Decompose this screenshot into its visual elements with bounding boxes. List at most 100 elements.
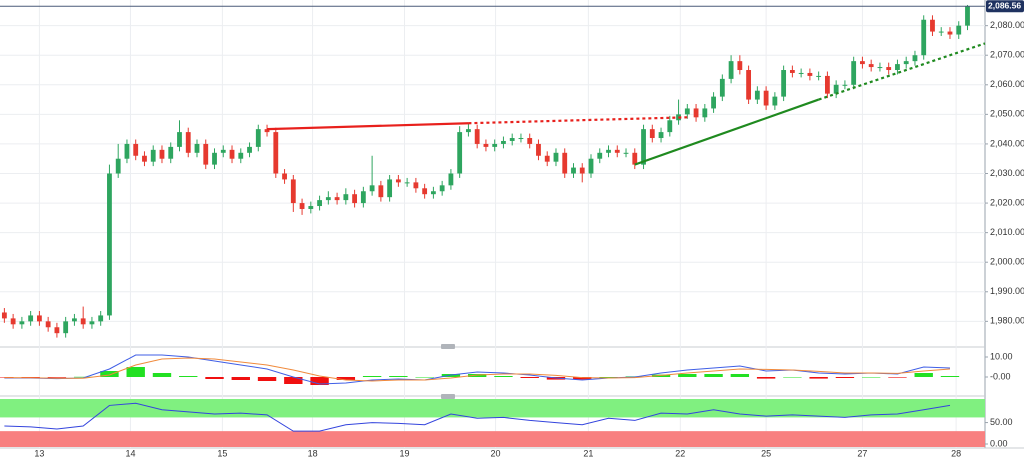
histogram-bar — [257, 377, 277, 381]
histogram-bar — [179, 376, 198, 377]
y-tick-label: 2,070.00 — [990, 50, 1024, 60]
candle-body — [466, 129, 471, 133]
histogram-bar — [914, 373, 933, 377]
histogram-bar — [783, 377, 802, 378]
candle-body — [255, 129, 261, 147]
candle-body — [527, 138, 533, 144]
y-tick-label: 2,060.00 — [990, 79, 1024, 89]
histogram-bar — [21, 377, 40, 378]
candle-body — [203, 143, 209, 165]
y-tick-label: 1,990.00 — [990, 286, 1024, 296]
candle-body — [430, 191, 436, 195]
candle-body — [754, 90, 760, 100]
histogram-bar — [47, 377, 67, 378]
candle-body — [439, 185, 445, 192]
candle-body — [142, 155, 147, 162]
candle-body — [851, 61, 857, 85]
candle-body — [264, 129, 270, 133]
resize-handle[interactable] — [441, 394, 455, 399]
x-tick-label: 22 — [675, 448, 685, 458]
candle-body — [194, 143, 200, 153]
histogram-bar — [730, 374, 750, 377]
candle-body — [133, 143, 139, 156]
candle-body — [28, 315, 34, 322]
candle-body — [19, 321, 25, 325]
candle-body — [816, 75, 822, 77]
candle-body — [571, 167, 576, 174]
candle-body — [273, 132, 279, 174]
candle-body — [728, 61, 734, 79]
histogram-bar — [756, 377, 776, 379]
candle-body — [684, 108, 690, 115]
candle-body — [641, 129, 646, 165]
histogram-bar — [888, 377, 907, 378]
candle-body — [518, 138, 524, 140]
histogram-bar — [152, 373, 172, 377]
candle-body — [562, 152, 568, 174]
histogram-bar — [415, 377, 434, 378]
histogram-bar — [73, 376, 93, 378]
candle-body — [623, 152, 629, 154]
oscillator-line — [4, 402, 951, 432]
y-tick-label: 2,000.00 — [990, 257, 1024, 267]
histogram-bar — [599, 377, 618, 378]
candle-body — [588, 158, 594, 174]
candle-body — [63, 321, 69, 334]
candle-body — [115, 158, 121, 174]
y-tick-label: 10.00 — [990, 351, 1013, 361]
candle-body — [404, 182, 410, 184]
candle-body — [807, 72, 813, 76]
histogram-bar — [231, 377, 250, 380]
candle-body — [553, 152, 559, 162]
candle-body — [868, 64, 874, 68]
candle-body — [72, 318, 77, 322]
candle-body — [956, 25, 962, 35]
candle-body — [597, 152, 603, 159]
candle-body — [536, 143, 541, 156]
histogram-bar — [835, 377, 855, 378]
candle-body — [833, 84, 839, 94]
candle-body — [229, 149, 235, 159]
trendline-extension — [468, 116, 688, 125]
x-tick-label: 14 — [125, 448, 135, 458]
candle-body — [369, 185, 375, 192]
candle-body — [719, 78, 725, 97]
histogram-bar — [100, 371, 119, 377]
candle-body — [360, 191, 366, 204]
candle-body — [483, 143, 489, 147]
candle-body — [282, 173, 287, 180]
candle-body — [711, 96, 716, 109]
histogram-bar — [126, 367, 145, 377]
candle-body — [737, 61, 743, 71]
y-tick-label: 1,980.00 — [990, 316, 1024, 326]
candle-body — [212, 152, 217, 165]
histogram-bar — [284, 377, 303, 384]
candle-body — [299, 203, 305, 209]
y-tick-label: 2,010.00 — [990, 227, 1024, 237]
histogram-bar — [704, 374, 723, 377]
y-tick-label: 2,080.00 — [990, 20, 1024, 30]
x-tick-label: 27 — [857, 448, 867, 458]
x-tick-label: 15 — [217, 448, 227, 458]
candle-body — [746, 70, 752, 100]
last-price-label: 2,086.56 — [988, 1, 1021, 11]
candle-body — [930, 19, 935, 32]
x-tick-label: 19 — [399, 448, 409, 458]
trendline-extension — [818, 42, 986, 101]
x-tick-label: 28 — [951, 448, 961, 458]
candle-body — [860, 61, 865, 65]
candle-body — [886, 67, 892, 71]
histogram-bar — [573, 377, 592, 380]
candle-body — [667, 120, 673, 133]
candle-body — [317, 200, 322, 207]
y-tick-label: 2,050.00 — [990, 109, 1024, 119]
candle-body — [492, 143, 498, 147]
candle-body — [54, 327, 60, 334]
candle-body — [387, 179, 393, 198]
candle-body — [124, 143, 130, 159]
candle-body — [824, 75, 830, 94]
resize-handle[interactable] — [441, 344, 455, 349]
candle-body — [781, 70, 787, 97]
candle-body — [658, 132, 664, 139]
